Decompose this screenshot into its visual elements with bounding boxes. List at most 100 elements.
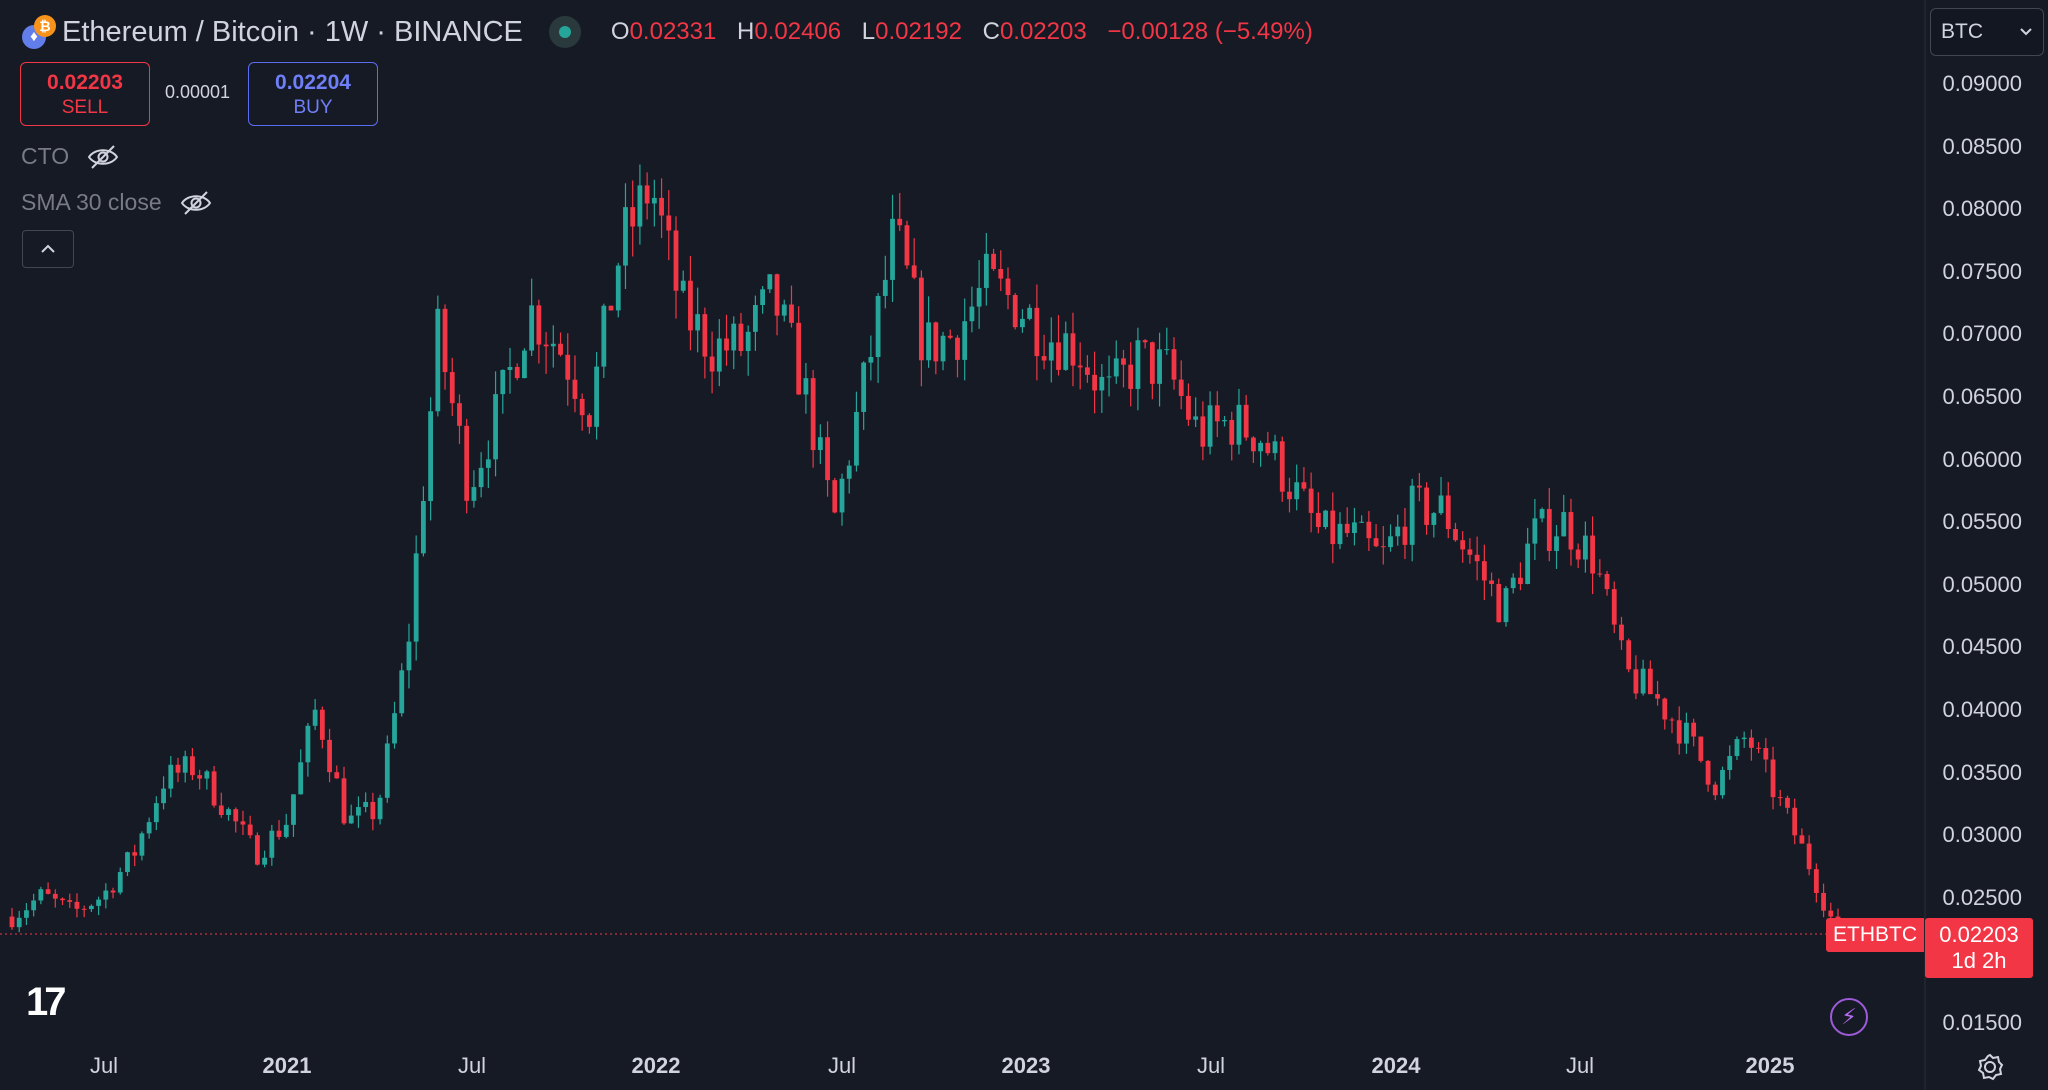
candles bbox=[9, 164, 1841, 936]
candle-body bbox=[659, 197, 664, 216]
candle-body bbox=[24, 910, 29, 918]
candle-body bbox=[428, 411, 434, 502]
candle-body bbox=[1416, 485, 1422, 488]
candle-body bbox=[1056, 342, 1061, 370]
candle-body bbox=[854, 411, 859, 466]
candle-body bbox=[1741, 737, 1747, 740]
candle-body bbox=[1611, 589, 1617, 625]
candle-body bbox=[1727, 755, 1733, 770]
time-axis-label: 2022 bbox=[631, 1053, 681, 1078]
eye-off-icon[interactable] bbox=[87, 144, 119, 170]
buy-price: 0.02204 bbox=[275, 71, 351, 94]
time-axis-label: Jul bbox=[827, 1053, 857, 1078]
candle-body bbox=[608, 305, 614, 311]
candle-body bbox=[298, 762, 304, 795]
candle-body bbox=[926, 322, 932, 361]
candle-body bbox=[31, 900, 37, 911]
candle-body bbox=[334, 772, 340, 779]
buy-button[interactable]: 0.02204 BUY bbox=[248, 62, 378, 126]
candle-body bbox=[1792, 807, 1798, 836]
candle-body bbox=[1503, 588, 1509, 623]
candle-body bbox=[413, 553, 419, 642]
candle-body bbox=[1626, 640, 1632, 670]
candle-body bbox=[45, 889, 51, 894]
candle-body bbox=[1460, 540, 1466, 550]
candle-body bbox=[442, 308, 448, 373]
candle-body bbox=[1748, 737, 1754, 748]
candle-body bbox=[1005, 278, 1011, 296]
chevron-down-icon bbox=[2020, 28, 2032, 36]
candle-body bbox=[1106, 376, 1112, 378]
candle-body bbox=[247, 824, 253, 836]
candle-body bbox=[1539, 509, 1545, 519]
candle-body bbox=[890, 218, 895, 280]
candle-body bbox=[839, 478, 845, 513]
open-label: O bbox=[610, 18, 630, 45]
candle-body bbox=[1142, 340, 1148, 343]
lightning-icon[interactable]: ⚡ bbox=[1830, 998, 1868, 1036]
candle-body bbox=[1077, 365, 1083, 368]
open-value: 0.02331 bbox=[629, 18, 717, 45]
candle-body bbox=[370, 801, 376, 820]
candle-body bbox=[738, 323, 744, 352]
candle-body bbox=[1546, 509, 1552, 551]
symbol-title[interactable]: Ethereum / Bitcoin · 1W · BINANCE bbox=[62, 15, 523, 48]
candle-body bbox=[103, 890, 109, 900]
candle-body bbox=[493, 394, 498, 460]
candle-body bbox=[1366, 521, 1372, 539]
gear-icon[interactable] bbox=[1975, 1052, 2005, 1082]
indicator-label: CTO bbox=[21, 143, 70, 169]
btc-icon: ₿ bbox=[34, 15, 56, 37]
candle-body bbox=[1604, 573, 1610, 590]
candle-body bbox=[305, 725, 311, 763]
market-status-icon[interactable] bbox=[548, 16, 581, 48]
price-axis-label: 0.03000 bbox=[1942, 822, 2022, 848]
candle-body bbox=[1402, 526, 1408, 545]
indicator-cto[interactable]: CTO bbox=[21, 143, 119, 170]
candle-body bbox=[240, 821, 246, 825]
close-label: C bbox=[982, 18, 1000, 45]
candle-body bbox=[644, 185, 650, 204]
candle-body bbox=[810, 378, 816, 451]
candle-body bbox=[1279, 441, 1285, 492]
time-axis-label: 2023 bbox=[1001, 1053, 1051, 1078]
price-axis-label: 0.09000 bbox=[1942, 71, 2022, 96]
candle-body bbox=[125, 852, 130, 873]
change-value: −0.00128 (−5.49%) bbox=[1107, 18, 1313, 45]
candle-body bbox=[139, 833, 145, 856]
price-axis-label: 0.08500 bbox=[1942, 133, 2022, 159]
collapse-legend-button[interactable] bbox=[22, 230, 74, 268]
eye-off-icon[interactable] bbox=[180, 190, 212, 216]
candle-body bbox=[1359, 521, 1365, 523]
candle-body bbox=[38, 889, 44, 901]
tradingview-logo[interactable]: 17 bbox=[26, 980, 66, 1024]
candle-body bbox=[1099, 376, 1105, 391]
indicator-sma[interactable]: SMA 30 close bbox=[21, 189, 212, 216]
candle-body bbox=[911, 265, 917, 278]
candle-body bbox=[182, 756, 188, 773]
currency-select[interactable]: BTC bbox=[1930, 8, 2044, 56]
candle-body bbox=[1020, 318, 1025, 328]
candle-body bbox=[1294, 482, 1300, 500]
candle-body bbox=[478, 467, 484, 488]
candle-body bbox=[1619, 624, 1624, 641]
candle-body bbox=[1561, 512, 1567, 537]
candle-body bbox=[1178, 379, 1184, 396]
sell-button[interactable]: 0.02203 SELL bbox=[20, 62, 150, 126]
candle-body bbox=[1424, 487, 1430, 525]
price-axis-label: 0.02500 bbox=[1942, 884, 2022, 910]
candle-body bbox=[637, 185, 643, 227]
candle-body bbox=[572, 379, 578, 399]
candle-body bbox=[1121, 358, 1126, 365]
candle-body bbox=[846, 465, 852, 479]
candle-body bbox=[1186, 395, 1191, 420]
candle-body bbox=[745, 331, 751, 352]
candle-body bbox=[276, 830, 282, 837]
candle-body bbox=[724, 338, 729, 351]
candle-body bbox=[789, 304, 794, 323]
candle-body bbox=[666, 215, 672, 231]
candle-body bbox=[1164, 349, 1170, 351]
candle-body bbox=[1590, 535, 1596, 574]
candle-body bbox=[514, 367, 520, 379]
